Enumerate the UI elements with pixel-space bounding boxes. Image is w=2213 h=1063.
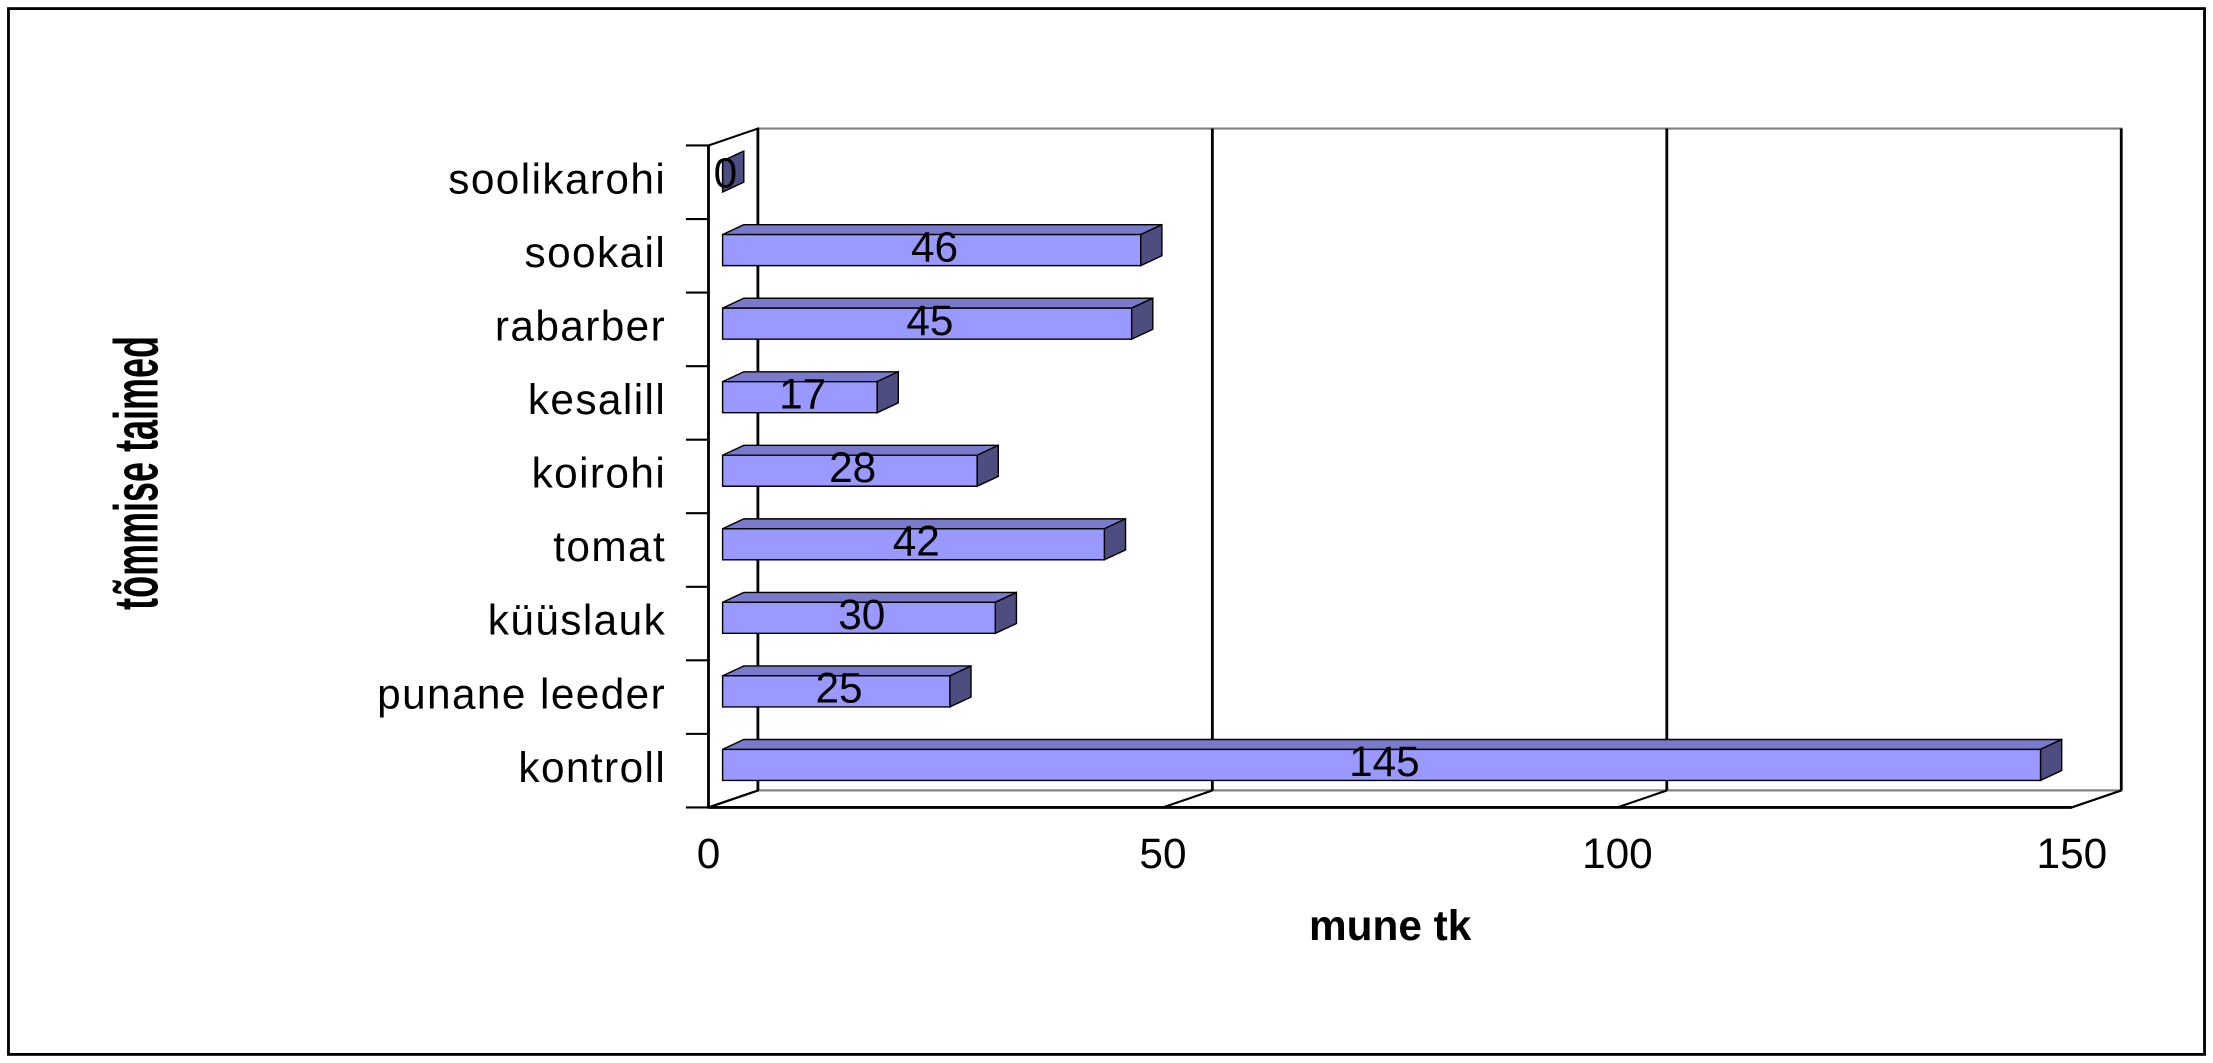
bar xyxy=(721,738,2063,782)
y-tick-label: sookail xyxy=(525,229,667,276)
bar xyxy=(721,591,1018,635)
floor xyxy=(708,789,2122,809)
value-label: 17 xyxy=(779,370,826,417)
value-label: 30 xyxy=(838,591,885,638)
y-tick-label: punane leeder xyxy=(377,670,666,717)
x-axis-title: mune tk xyxy=(1309,902,1472,949)
value-label: 145 xyxy=(1349,738,1420,785)
bar-front xyxy=(721,233,1142,267)
y-tick-label: küüslauk xyxy=(488,597,666,644)
bar-front xyxy=(721,528,1106,561)
x-tick-label: 50 xyxy=(1139,830,1186,877)
bar-front xyxy=(721,601,996,635)
bar-front xyxy=(721,454,978,487)
y-tick-label: tomat xyxy=(553,523,666,570)
y-tick-label: koirohi xyxy=(532,450,667,497)
bar xyxy=(721,370,900,414)
x-tick xyxy=(1162,789,1213,809)
bar-front xyxy=(721,380,878,414)
bar-front xyxy=(721,748,2042,782)
x-tick-label: 100 xyxy=(1582,830,1653,877)
value-label: 46 xyxy=(911,223,958,270)
bar xyxy=(721,150,745,194)
y-axis-title: tõmmise taimed xyxy=(101,336,171,610)
bar-front xyxy=(721,307,1133,340)
y-tick-label: rabarber xyxy=(495,303,666,350)
bar xyxy=(721,664,972,709)
x-tick-label: 0 xyxy=(697,830,721,877)
x-tick-label: 150 xyxy=(2037,830,2108,877)
x-tick xyxy=(1617,789,1668,809)
bar xyxy=(721,444,999,488)
value-label: 42 xyxy=(893,517,940,564)
value-label: 28 xyxy=(829,444,876,491)
bar-front xyxy=(721,675,951,708)
value-label: 45 xyxy=(906,297,953,344)
x-tick xyxy=(2071,789,2122,809)
value-label: 0 xyxy=(714,150,738,197)
y-tick-label: soolikarohi xyxy=(448,155,666,202)
x-tick xyxy=(708,789,759,809)
y-tick-label: kontroll xyxy=(518,744,666,791)
bar xyxy=(721,517,1127,561)
value-label: 25 xyxy=(816,665,863,712)
bar xyxy=(721,297,1154,341)
bar xyxy=(721,223,1163,267)
y-tick-label: kesalill xyxy=(528,376,666,423)
